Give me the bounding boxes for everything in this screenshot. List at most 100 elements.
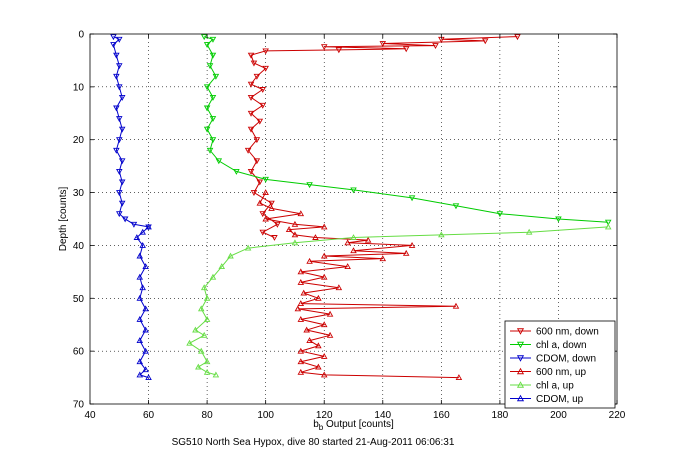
x-tick-label: 80 <box>202 410 214 421</box>
legend-item: CDOM, down <box>510 354 596 365</box>
data-point <box>297 347 305 354</box>
data-point <box>136 252 144 259</box>
data-point <box>247 52 255 59</box>
legend-item: 600 nm, up <box>510 367 586 378</box>
series-line-chl-a-up <box>188 226 609 376</box>
data-point <box>209 116 217 122</box>
data-point <box>145 223 152 230</box>
legend-item: chl a, up <box>510 381 574 392</box>
data-point <box>320 321 328 328</box>
data-point <box>402 46 410 53</box>
data-point <box>142 347 149 354</box>
data-point <box>203 368 211 375</box>
data-point <box>326 331 334 338</box>
data-point <box>306 337 313 344</box>
legend-label: CDOM, down <box>536 354 596 365</box>
data-point <box>110 34 117 41</box>
series-line-chl-a-down <box>204 36 609 223</box>
data-point <box>364 236 372 243</box>
data-point <box>142 263 149 270</box>
data-point <box>525 228 533 235</box>
data-point <box>130 221 138 228</box>
series-line-600-nm-up <box>259 192 459 379</box>
data-point <box>139 228 146 235</box>
y-tick-label: 10 <box>73 82 85 93</box>
data-point <box>285 226 293 233</box>
data-point <box>209 137 217 144</box>
data-point <box>116 168 123 175</box>
data-point <box>262 176 269 183</box>
data-point <box>206 147 214 154</box>
data-point <box>291 220 299 227</box>
data-point <box>136 337 144 344</box>
y-axis-label: Depth [counts] <box>58 187 69 252</box>
data-point <box>142 305 149 312</box>
data-point <box>432 43 439 50</box>
data-point <box>250 190 258 196</box>
data-point <box>294 305 302 312</box>
data-point <box>136 371 144 378</box>
x-axis-label-rest: Output [counts] <box>323 419 394 430</box>
data-point <box>344 263 351 270</box>
x-axis-label-sub: b <box>319 423 324 432</box>
legend-marker <box>516 328 525 335</box>
data-point <box>455 374 463 381</box>
data-point <box>116 116 123 122</box>
data-point <box>118 200 126 207</box>
legend-label: chl a, up <box>536 381 574 392</box>
data-point <box>297 300 305 307</box>
data-point <box>203 358 211 365</box>
data-point <box>247 110 255 117</box>
data-point <box>320 273 328 280</box>
data-point <box>118 179 126 186</box>
legend-marker <box>516 341 525 349</box>
data-point <box>256 199 264 206</box>
data-point <box>244 244 252 251</box>
data-point <box>113 73 120 80</box>
data-point <box>335 47 343 54</box>
data-point <box>320 353 328 359</box>
data-point <box>291 239 299 246</box>
series-line-600-nm-down <box>247 36 518 238</box>
chart-caption: SG510 North Sea Hypox, dive 80 started 2… <box>172 437 455 448</box>
data-point <box>262 48 269 55</box>
data-point <box>116 84 123 91</box>
data-point <box>320 371 328 378</box>
data-point <box>203 84 211 91</box>
data-point <box>209 273 217 280</box>
data-point <box>379 255 387 262</box>
x-axis-label: bb Output [counts] <box>313 419 394 432</box>
x-tick-label: 160 <box>433 410 450 421</box>
data-point <box>262 65 269 72</box>
data-point <box>203 294 211 301</box>
y-tick-label: 30 <box>73 188 85 199</box>
legend-item: 600 nm, down <box>510 327 599 338</box>
data-point <box>262 189 269 196</box>
legend-label: 600 nm, up <box>536 367 586 378</box>
data-point <box>262 215 269 222</box>
data-point <box>139 284 146 291</box>
series-600-nm-up <box>256 189 463 381</box>
data-point <box>118 126 126 133</box>
data-point <box>136 316 144 322</box>
data-point <box>139 242 146 248</box>
data-point <box>315 342 322 349</box>
y-tick-label: 60 <box>73 347 85 358</box>
legend-label: chl a, down <box>536 340 587 351</box>
data-point <box>227 252 234 259</box>
legend-label: CDOM, up <box>536 394 584 405</box>
data-point <box>320 44 328 51</box>
series-chl-a-up <box>186 223 612 378</box>
data-point <box>297 210 305 217</box>
series-cdom-down <box>110 34 152 231</box>
x-tick-label: 180 <box>492 410 509 421</box>
data-point <box>142 366 149 373</box>
data-point <box>481 38 489 45</box>
data-point <box>203 105 211 112</box>
data-point <box>514 34 521 41</box>
data-point <box>320 252 328 259</box>
series-cdom-up <box>133 223 152 381</box>
data-point <box>200 34 208 41</box>
data-point <box>438 231 445 238</box>
